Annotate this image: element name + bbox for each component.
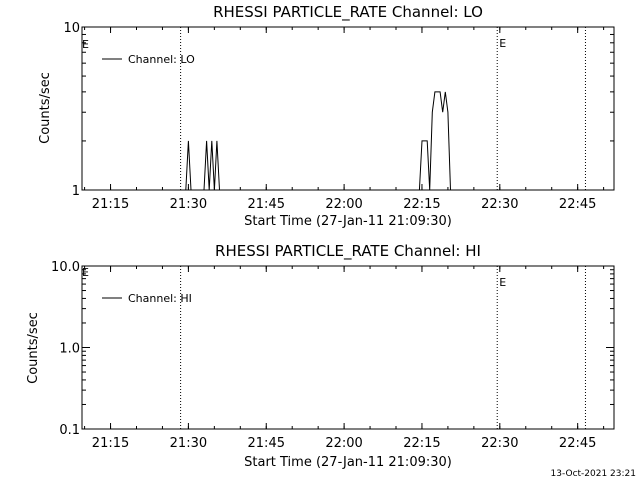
x-tick-label: 21:30	[170, 197, 207, 212]
y-tick-label: 0.1	[59, 423, 80, 438]
y-tick-label: 10	[63, 21, 80, 36]
x-tick-label: 21:45	[248, 436, 285, 451]
chart-title: RHESSI PARTICLE_RATE Channel: LO	[213, 3, 483, 22]
x-tick-label: 22:15	[403, 197, 440, 212]
event-marker-label: E	[499, 37, 506, 50]
chart-title: RHESSI PARTICLE_RATE Channel: HI	[215, 242, 481, 261]
panel-lo: RHESSI PARTICLE_RATE Channel: LO Counts/…	[38, 3, 615, 229]
series-line	[185, 91, 451, 191]
timestamp: 13-Oct-2021 23:21	[551, 469, 636, 479]
y-tick-label: 1.0	[59, 342, 80, 357]
x-tick-label: 22:45	[559, 436, 596, 451]
x-axis-label: Start Time (27-Jan-11 21:09:30)	[244, 455, 452, 470]
x-tick-label: 21:15	[92, 197, 129, 212]
plot-frame	[81, 265, 615, 430]
y-axis-label: Counts/sec	[26, 312, 41, 384]
event-marker-label: E	[499, 276, 506, 289]
x-tick-label: 22:30	[481, 436, 518, 451]
x-tick-label: 22:00	[325, 436, 362, 451]
y-tick-label: 1	[72, 184, 80, 199]
left-event-label: E	[82, 266, 89, 279]
y-axis-label: Counts/sec	[38, 72, 53, 144]
legend-label: Channel: LO	[128, 53, 195, 66]
x-axis-label: Start Time (27-Jan-11 21:09:30)	[244, 214, 452, 229]
x-tick-label: 22:45	[559, 197, 596, 212]
x-tick-label: 21:45	[248, 197, 285, 212]
x-tick-label: 22:15	[403, 436, 440, 451]
plot-frame	[81, 26, 615, 191]
left-event-label: E	[82, 38, 89, 51]
x-tick-label: 22:00	[325, 197, 362, 212]
x-tick-label: 21:15	[92, 436, 129, 451]
panel-hi: RHESSI PARTICLE_RATE Channel: HI Counts/…	[26, 242, 615, 470]
legend-label: Channel: HI	[128, 292, 192, 305]
x-tick-label: 22:30	[481, 197, 518, 212]
x-tick-label: 21:30	[170, 436, 207, 451]
y-tick-label: 10.0	[51, 260, 80, 275]
